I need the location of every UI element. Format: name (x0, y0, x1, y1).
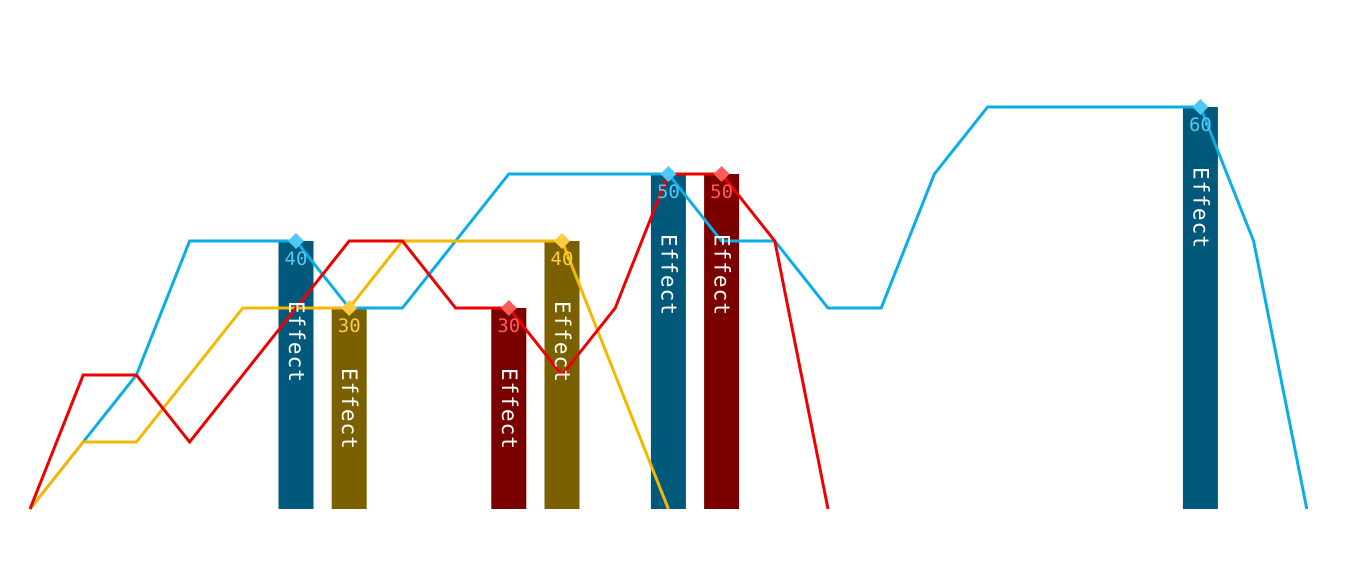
effect-bar (704, 174, 740, 509)
effect-bar (331, 308, 367, 509)
effect-bar-label: Effect (550, 301, 574, 383)
series-line (28, 172, 830, 510)
effect-marker (1192, 99, 1209, 115)
effect-value-label: 50 (657, 181, 680, 203)
effect-bar-label: Effect (284, 301, 308, 383)
effect-bar (491, 308, 527, 509)
effect-bar-label: Effect (497, 368, 521, 450)
effect-bar (1182, 107, 1218, 509)
effect-marker (341, 300, 358, 316)
effect-bar (650, 174, 686, 509)
effect-value-label: 40 (285, 248, 308, 270)
effect-marker (500, 300, 517, 316)
effect-bar-label: Effect (337, 368, 361, 450)
effect-value-label: 50 (710, 181, 733, 203)
effect-marker (660, 166, 677, 182)
effect-value-label: 60 (1189, 114, 1212, 136)
effect-value-label: 30 (338, 315, 361, 337)
effect-bar (278, 241, 314, 509)
effect-marker (713, 166, 730, 182)
effect-value-label: 40 (551, 248, 574, 270)
effect-bars-layer (278, 107, 1218, 509)
effect-bar-label: Effect (656, 234, 680, 316)
effect-value-label: 30 (497, 315, 520, 337)
effect-markers-layer (288, 99, 1209, 316)
effect-labels-layer: 40 Effect 30 Effect 30 Effect 40 Effect 50 Effect… (284, 114, 1212, 450)
effect-bar-label: Effect (710, 234, 734, 316)
effect-marker (288, 233, 304, 249)
effect-marker (554, 233, 570, 249)
effect-bar-label: Effect (1188, 167, 1212, 249)
